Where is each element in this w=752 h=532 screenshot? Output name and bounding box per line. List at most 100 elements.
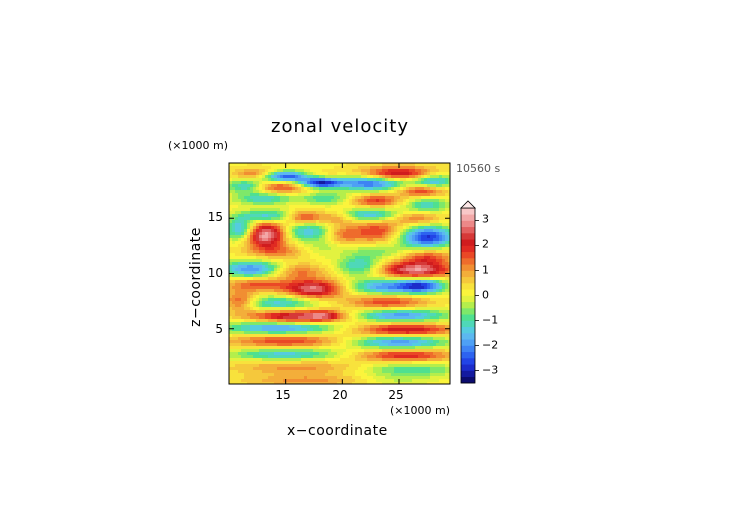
heatmap-cell bbox=[439, 217, 443, 221]
heatmap-cell bbox=[409, 262, 413, 266]
heatmap-cell bbox=[445, 196, 449, 200]
heatmap-cell bbox=[286, 223, 290, 227]
heatmap-cell bbox=[268, 250, 272, 254]
heatmap-cell bbox=[421, 205, 425, 209]
heatmap-cell bbox=[235, 268, 239, 272]
heatmap-cell bbox=[346, 331, 350, 335]
heatmap-cell bbox=[442, 331, 446, 335]
heatmap-cell bbox=[286, 214, 290, 218]
heatmap-cell bbox=[430, 352, 434, 356]
heatmap-cell bbox=[265, 163, 269, 167]
heatmap-cell bbox=[334, 337, 338, 341]
heatmap-cell bbox=[388, 178, 392, 182]
heatmap-cell bbox=[289, 319, 293, 323]
heatmap-cell bbox=[241, 286, 245, 290]
heatmap-cell bbox=[400, 349, 404, 353]
heatmap-cell bbox=[283, 208, 287, 212]
heatmap-cell bbox=[319, 208, 323, 212]
heatmap-cell bbox=[412, 256, 416, 260]
heatmap-cell bbox=[358, 307, 362, 311]
heatmap-cell bbox=[307, 202, 311, 206]
heatmap-cell bbox=[337, 178, 341, 182]
heatmap-cell bbox=[298, 169, 302, 173]
heatmap-cell bbox=[367, 325, 371, 329]
heatmap-cell bbox=[301, 175, 305, 179]
heatmap-cell bbox=[283, 307, 287, 311]
heatmap-cell bbox=[274, 199, 278, 203]
heatmap-cell bbox=[361, 277, 365, 281]
heatmap-cell bbox=[406, 334, 410, 338]
heatmap-cell bbox=[430, 355, 434, 359]
heatmap-cell bbox=[286, 295, 290, 299]
heatmap-cell bbox=[280, 184, 284, 188]
heatmap-cell bbox=[346, 352, 350, 356]
heatmap-cell bbox=[403, 277, 407, 281]
heatmap-cell bbox=[400, 202, 404, 206]
heatmap-cell bbox=[364, 190, 368, 194]
heatmap-cell bbox=[373, 331, 377, 335]
heatmap-cell bbox=[283, 196, 287, 200]
heatmap-cell bbox=[238, 244, 242, 248]
heatmap-cell bbox=[409, 352, 413, 356]
heatmap-cell bbox=[346, 310, 350, 314]
heatmap-cell bbox=[421, 166, 425, 170]
heatmap-cell bbox=[448, 355, 451, 359]
heatmap-cell bbox=[250, 364, 254, 368]
heatmap-cell bbox=[364, 220, 368, 224]
heatmap-cell bbox=[406, 355, 410, 359]
heatmap-cell bbox=[307, 274, 311, 278]
heatmap-cell bbox=[358, 322, 362, 326]
heatmap-cell bbox=[403, 196, 407, 200]
heatmap-cell bbox=[274, 283, 278, 287]
heatmap-cell bbox=[445, 220, 449, 224]
heatmap-cell bbox=[370, 223, 374, 227]
heatmap-cell bbox=[349, 334, 353, 338]
heatmap-cell bbox=[289, 238, 293, 242]
heatmap-cell bbox=[436, 283, 440, 287]
heatmap-cell bbox=[364, 232, 368, 236]
heatmap-cell bbox=[406, 337, 410, 341]
heatmap-cell bbox=[256, 361, 260, 365]
heatmap-cell bbox=[310, 220, 314, 224]
heatmap-cell bbox=[373, 241, 377, 245]
heatmap-cell bbox=[253, 187, 257, 191]
heatmap-cell bbox=[433, 271, 437, 275]
heatmap-cell bbox=[376, 310, 380, 314]
heatmap-cell bbox=[370, 226, 374, 230]
heatmap-cell bbox=[436, 307, 440, 311]
heatmap-cell bbox=[316, 169, 320, 173]
heatmap-cell bbox=[322, 328, 326, 332]
heatmap-cell bbox=[250, 289, 254, 293]
heatmap-cell bbox=[262, 271, 266, 275]
heatmap-cell bbox=[415, 334, 419, 338]
heatmap-cell bbox=[400, 298, 404, 302]
heatmap-cell bbox=[346, 349, 350, 353]
heatmap-cell bbox=[286, 298, 290, 302]
heatmap-cell bbox=[421, 358, 425, 362]
heatmap-cell bbox=[268, 247, 272, 251]
heatmap-cell bbox=[244, 217, 248, 221]
heatmap-cell bbox=[265, 289, 269, 293]
heatmap-cell bbox=[295, 334, 299, 338]
heatmap-cell bbox=[286, 238, 290, 242]
heatmap-cell bbox=[292, 340, 296, 344]
heatmap-cell bbox=[235, 274, 239, 278]
heatmap-cell bbox=[358, 358, 362, 362]
heatmap-cell bbox=[247, 262, 251, 266]
heatmap-cell bbox=[310, 352, 314, 356]
heatmap-cell bbox=[352, 295, 356, 299]
heatmap-cell bbox=[259, 259, 263, 263]
heatmap-cell bbox=[316, 340, 320, 344]
heatmap-cell bbox=[415, 259, 419, 263]
heatmap-cell bbox=[415, 262, 419, 266]
heatmap-cell bbox=[385, 199, 389, 203]
heatmap-cell bbox=[277, 223, 281, 227]
heatmap-cell bbox=[433, 340, 437, 344]
heatmap-cell bbox=[439, 241, 443, 245]
heatmap-cell bbox=[238, 364, 242, 368]
heatmap-cell bbox=[346, 295, 350, 299]
heatmap-cell bbox=[256, 277, 260, 281]
heatmap-cell bbox=[439, 211, 443, 215]
heatmap-cell bbox=[412, 274, 416, 278]
heatmap-cell bbox=[235, 190, 239, 194]
